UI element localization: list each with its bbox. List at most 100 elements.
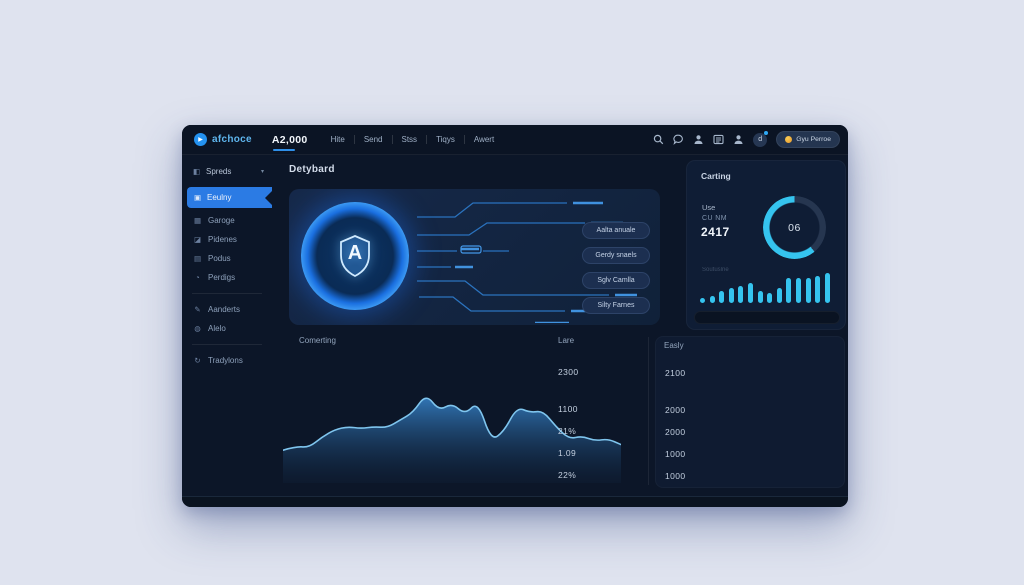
- bar: [815, 275, 821, 303]
- avatar-initial: d: [758, 136, 763, 143]
- perdigs-icon: ◔: [195, 273, 200, 282]
- sidebar-item-aanderts[interactable]: ✎ Aanderts: [182, 300, 272, 319]
- sidebar-group-spreds[interactable]: ◧ Spreds ▾: [182, 155, 272, 184]
- chat-icon[interactable]: [673, 134, 684, 145]
- pidenes-icon: ◪: [193, 235, 202, 244]
- app-logo[interactable]: ▶ afchoce: [194, 133, 252, 146]
- window-footer: [182, 496, 848, 507]
- easly-value: 2000: [665, 405, 686, 415]
- bar: [757, 290, 763, 303]
- nav-item-send[interactable]: Send: [363, 135, 383, 144]
- hero-action-buttons: Aalta anuale Gerdy snaels Sglv Camlla Si…: [582, 222, 650, 314]
- donut-gauge: [763, 196, 826, 259]
- carting-card: Carting Use CU NM 2417 06 Soutuslne: [686, 160, 846, 330]
- carting-stat-sublabel: CU NM: [702, 215, 727, 222]
- topbar-actions: d Gyu Perroe: [653, 130, 840, 148]
- nav-item-tiqys[interactable]: Tiqys: [436, 135, 455, 144]
- list-icon[interactable]: [713, 134, 724, 145]
- comerting-area-chart: [282, 361, 622, 483]
- shield-icon: A: [335, 233, 375, 279]
- user-icon[interactable]: [693, 134, 704, 145]
- topbar: ▶ afchoce A2,000 Hite Send Stss Tiqys Aw…: [182, 125, 848, 155]
- coin-icon: [785, 136, 793, 143]
- nav-separator: [391, 135, 393, 144]
- balance-tab[interactable]: A2,000: [271, 133, 308, 151]
- contact-icon[interactable]: [733, 134, 744, 145]
- top-nav: Hite Send Stss Tiqys Awert: [324, 131, 502, 148]
- bar: [805, 278, 811, 303]
- carting-stat-label: Use: [702, 203, 716, 212]
- column-header-lare: Lare: [558, 336, 575, 345]
- carting-stat-value: 2417: [701, 225, 730, 239]
- balance-value: A2,000: [271, 133, 308, 146]
- sidebar-divider: [192, 344, 262, 345]
- easly-value: 1000: [665, 471, 686, 481]
- nav-separator: [463, 135, 465, 144]
- column-divider: [648, 337, 649, 485]
- logo-text: afchoce: [212, 134, 252, 145]
- bar: [795, 278, 801, 303]
- bar: [824, 273, 830, 303]
- nav-separator: [426, 135, 428, 144]
- sidebar-item-tradylons[interactable]: ↻ Tradylons: [182, 351, 272, 370]
- shield-glow-circle: A: [301, 202, 409, 310]
- nav-separator: [353, 135, 355, 144]
- nav-item-stss[interactable]: Stss: [401, 135, 418, 144]
- action-button-silty[interactable]: Silty Farnes: [582, 297, 650, 314]
- easly-value: 1000: [665, 449, 686, 459]
- sidebar-item-pidenes[interactable]: ◪ Pidenes: [182, 230, 272, 249]
- sidebar-item-eeulny-selected[interactable]: ▣ Eeulny: [187, 187, 272, 208]
- sidebar-item-garoge[interactable]: ▦ Garoge: [182, 211, 272, 230]
- column-header-easly: Easly: [664, 341, 684, 350]
- sidebar-item-podus[interactable]: ▤ Podus: [182, 249, 272, 268]
- lare-value: 22%: [558, 470, 577, 480]
- easly-value: 2100: [665, 368, 686, 378]
- bar: [728, 288, 734, 303]
- bars-caption: Soutuslne: [702, 267, 729, 273]
- tradylons-icon: ↻: [194, 356, 201, 365]
- gauge-center-value: 06: [788, 221, 801, 234]
- sidebar-item-label: Podus: [208, 254, 231, 263]
- nav-item-awert[interactable]: Awert: [473, 135, 495, 144]
- lare-value: 1100: [558, 404, 578, 414]
- search-icon[interactable]: [653, 134, 664, 145]
- lare-value: 2300: [558, 367, 579, 377]
- podus-icon: ▤: [193, 254, 202, 263]
- nav-item-hite[interactable]: Hite: [330, 135, 345, 144]
- sidebar-item-perdigs[interactable]: ◔ Perdigs: [182, 268, 272, 287]
- action-button-sglv[interactable]: Sglv Camlla: [582, 272, 650, 289]
- sidebar-item-alelo[interactable]: ◍ Alelo: [182, 319, 272, 338]
- lare-value: 1.09: [558, 448, 577, 458]
- chevron-down-icon: ▾: [260, 169, 264, 175]
- hero-panel: A: [289, 189, 660, 325]
- carting-title: Carting: [701, 171, 731, 181]
- notification-dot: [764, 130, 769, 135]
- eeulny-icon: ▣: [193, 193, 202, 202]
- sidebar-item-label: Alelo: [208, 324, 226, 333]
- app-window: ▶ afchoce A2,000 Hite Send Stss Tiqys Aw…: [182, 125, 848, 507]
- sidebar-item-label: Perdigs: [208, 273, 236, 282]
- spreds-icon: ◧: [192, 167, 201, 176]
- sidebar-item-label: Tradylons: [208, 356, 243, 365]
- bar: [786, 278, 792, 303]
- shield-letter: A: [347, 242, 363, 264]
- bar: [709, 295, 715, 303]
- garoge-icon: ▦: [193, 216, 202, 225]
- cta-button[interactable]: Gyu Perroe: [776, 131, 840, 148]
- page-title: Detybard: [289, 164, 335, 175]
- action-button-gerdy[interactable]: Gerdy snaels: [582, 247, 650, 264]
- easly-value: 2000: [665, 427, 686, 437]
- action-button-aalta[interactable]: Aalta anuale: [582, 222, 650, 239]
- carting-track-bar[interactable]: [694, 311, 840, 324]
- bar: [747, 283, 753, 303]
- sidebar-item-label: Aanderts: [208, 305, 241, 314]
- sidebar-item-label: Pidenes: [208, 235, 237, 244]
- sidebar: ◧ Spreds ▾ ▣ Eeulny ▦ Garoge ◪ Pidenes ▤…: [182, 155, 272, 507]
- area-chart-label: Comerting: [299, 336, 336, 345]
- lare-value: 21%: [558, 426, 577, 436]
- sidebar-item-label: Eeulny: [207, 193, 232, 202]
- cta-label: Gyu Perroe: [796, 136, 831, 143]
- sidebar-group-label: Spreds: [206, 167, 232, 176]
- user-avatar[interactable]: d: [753, 130, 769, 147]
